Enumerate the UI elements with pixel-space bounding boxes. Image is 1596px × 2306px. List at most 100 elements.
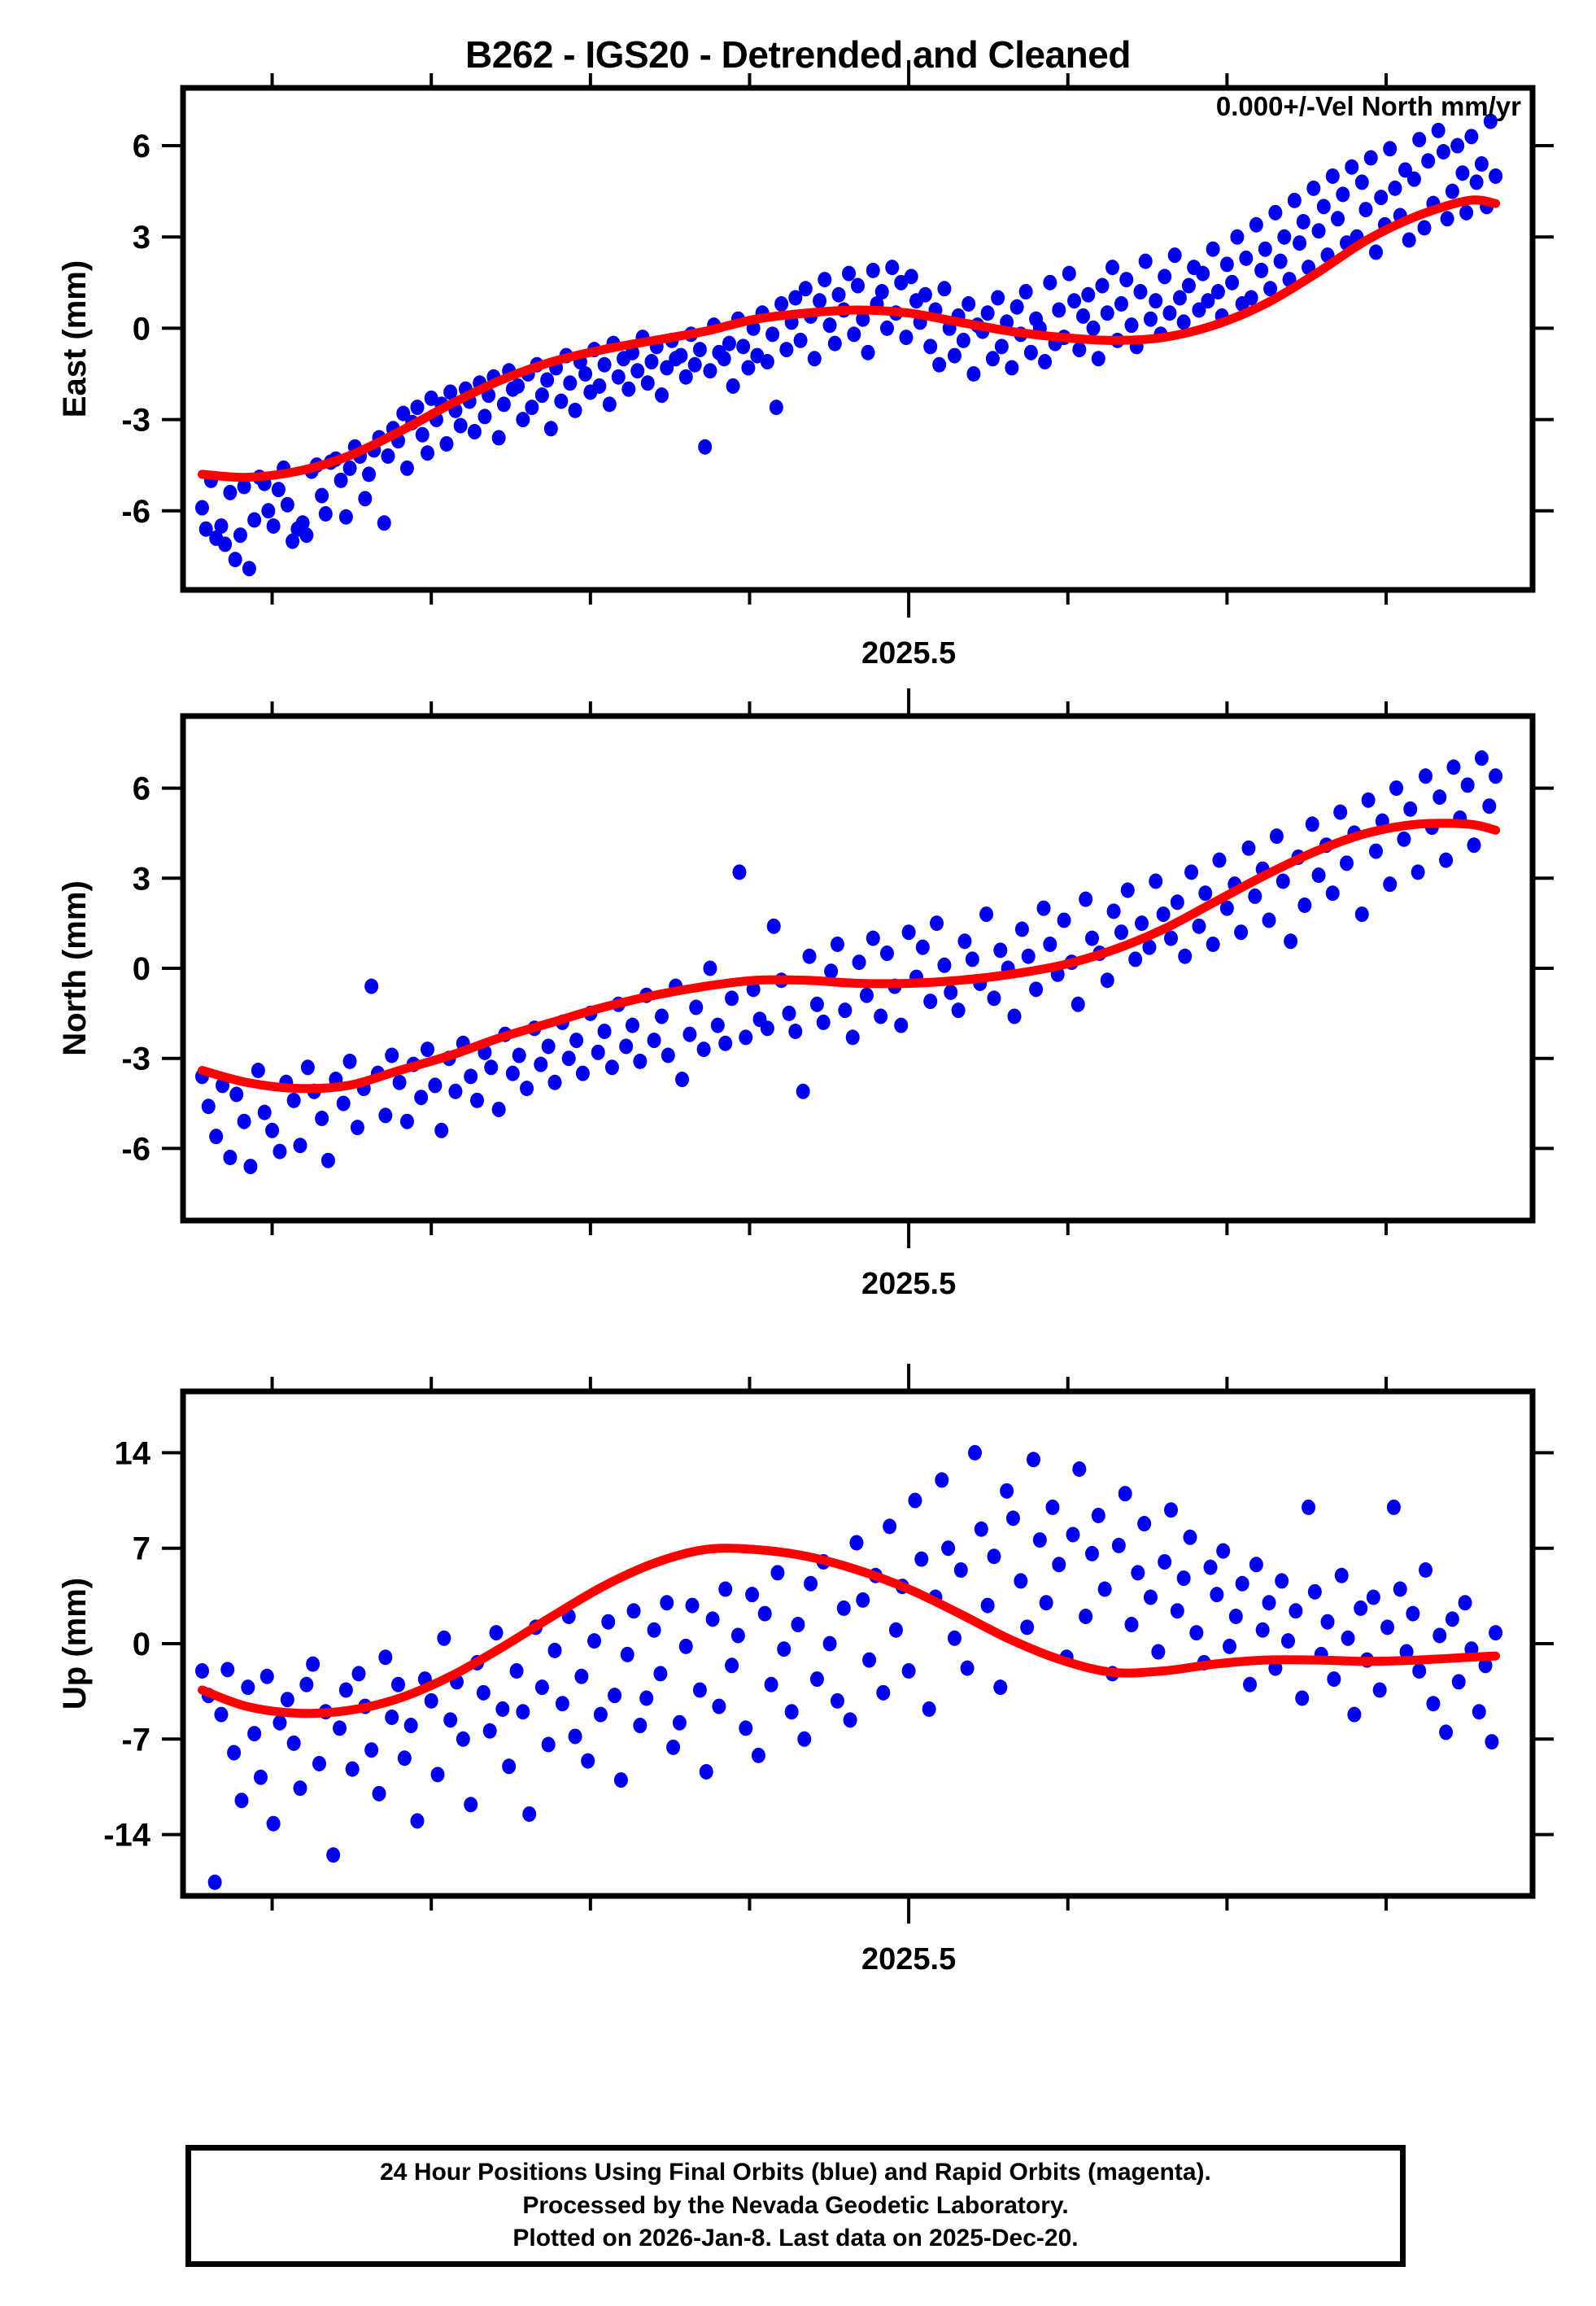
data-point	[525, 400, 539, 416]
data-point	[1388, 180, 1402, 196]
data-point	[866, 930, 880, 946]
y-tick-label: 3	[133, 220, 150, 255]
data-point	[194, 1663, 209, 1679]
data-point	[953, 1562, 968, 1579]
data-point	[424, 1692, 438, 1709]
data-point	[372, 1785, 386, 1802]
data-point	[512, 1047, 526, 1063]
data-point	[937, 281, 952, 297]
data-point	[682, 1026, 697, 1042]
data-point	[1389, 780, 1404, 797]
data-point	[1262, 1595, 1276, 1611]
data-point	[827, 335, 842, 352]
data-point	[1445, 183, 1459, 199]
data-point	[1402, 232, 1416, 248]
data-point	[1097, 1581, 1112, 1597]
data-point	[626, 1603, 641, 1619]
data-point	[836, 1600, 851, 1616]
data-point	[1164, 930, 1179, 946]
data-point	[1296, 214, 1310, 230]
data-point	[1162, 305, 1177, 321]
data-point	[1398, 162, 1412, 178]
data-point	[1383, 876, 1398, 893]
y-tick-label: 0	[133, 1627, 150, 1662]
data-point	[1460, 777, 1475, 793]
data-point	[534, 387, 549, 404]
data-point	[1439, 852, 1454, 868]
data-point	[342, 1053, 357, 1069]
data-point	[784, 1704, 799, 1720]
data-point	[280, 496, 294, 513]
data-point	[611, 369, 626, 385]
data-point	[540, 372, 555, 388]
data-point	[1079, 1608, 1093, 1624]
data-point	[1216, 1543, 1231, 1559]
data-point	[1284, 933, 1298, 950]
data-point	[247, 512, 262, 528]
data-point	[880, 946, 894, 962]
data-point	[516, 412, 530, 428]
data-point	[1327, 1671, 1341, 1688]
data-point	[1281, 1633, 1295, 1649]
data-point	[381, 448, 395, 464]
data-point	[1372, 1682, 1387, 1698]
data-point	[944, 985, 958, 1001]
data-point	[1036, 900, 1051, 916]
data-point	[1421, 153, 1436, 169]
data-point	[640, 375, 655, 391]
data-point	[678, 369, 693, 385]
data-point	[1255, 1622, 1270, 1638]
data-point	[293, 1780, 307, 1797]
data-point	[1170, 894, 1184, 911]
data-point	[736, 338, 751, 355]
data-point	[214, 1706, 229, 1723]
data-point	[1023, 344, 1038, 360]
data-point	[421, 445, 434, 461]
data-point	[251, 1062, 265, 1078]
data-point	[1039, 1595, 1053, 1611]
data-point	[899, 330, 914, 346]
data-point	[587, 1633, 602, 1649]
data-point	[326, 1847, 341, 1863]
data-point	[849, 1535, 864, 1551]
data-point	[1307, 1583, 1322, 1600]
data-point	[1412, 132, 1427, 148]
data-point	[484, 1059, 499, 1076]
panel-north: 6 3 0 -3 -6 2025.5 North (mm)	[57, 688, 1554, 1301]
data-point	[1455, 165, 1470, 181]
data-point	[739, 1720, 753, 1736]
data-point	[764, 1676, 778, 1692]
data-point	[543, 421, 558, 437]
data-point	[660, 360, 674, 376]
data-point	[732, 864, 747, 880]
data-point	[957, 933, 972, 950]
data-point	[1210, 1587, 1224, 1603]
data-point	[991, 290, 1005, 306]
data-point	[377, 515, 391, 531]
data-point	[1412, 1663, 1427, 1679]
data-point	[1212, 852, 1227, 868]
data-point	[757, 1605, 772, 1622]
data-point	[818, 272, 832, 288]
data-point	[993, 1679, 1008, 1696]
data-point	[1485, 1734, 1499, 1750]
data-point	[1201, 293, 1215, 309]
data-point	[1358, 202, 1373, 218]
data-point	[1131, 1565, 1145, 1581]
data-point	[725, 1657, 739, 1674]
data-point	[273, 1143, 287, 1160]
data-point	[947, 347, 962, 364]
data-point	[674, 347, 688, 364]
data-point	[1459, 204, 1474, 221]
data-point	[428, 1077, 443, 1094]
data-point	[914, 1551, 929, 1567]
y-tick-label: 6	[133, 129, 150, 164]
y-axis-label: Up (mm)	[57, 1578, 93, 1710]
data-point	[495, 1701, 510, 1717]
data-point	[1018, 284, 1033, 300]
data-point	[782, 1005, 796, 1021]
data-point	[813, 293, 827, 309]
data-point	[300, 1059, 315, 1076]
data-point	[541, 1038, 556, 1055]
data-point	[534, 1679, 549, 1696]
